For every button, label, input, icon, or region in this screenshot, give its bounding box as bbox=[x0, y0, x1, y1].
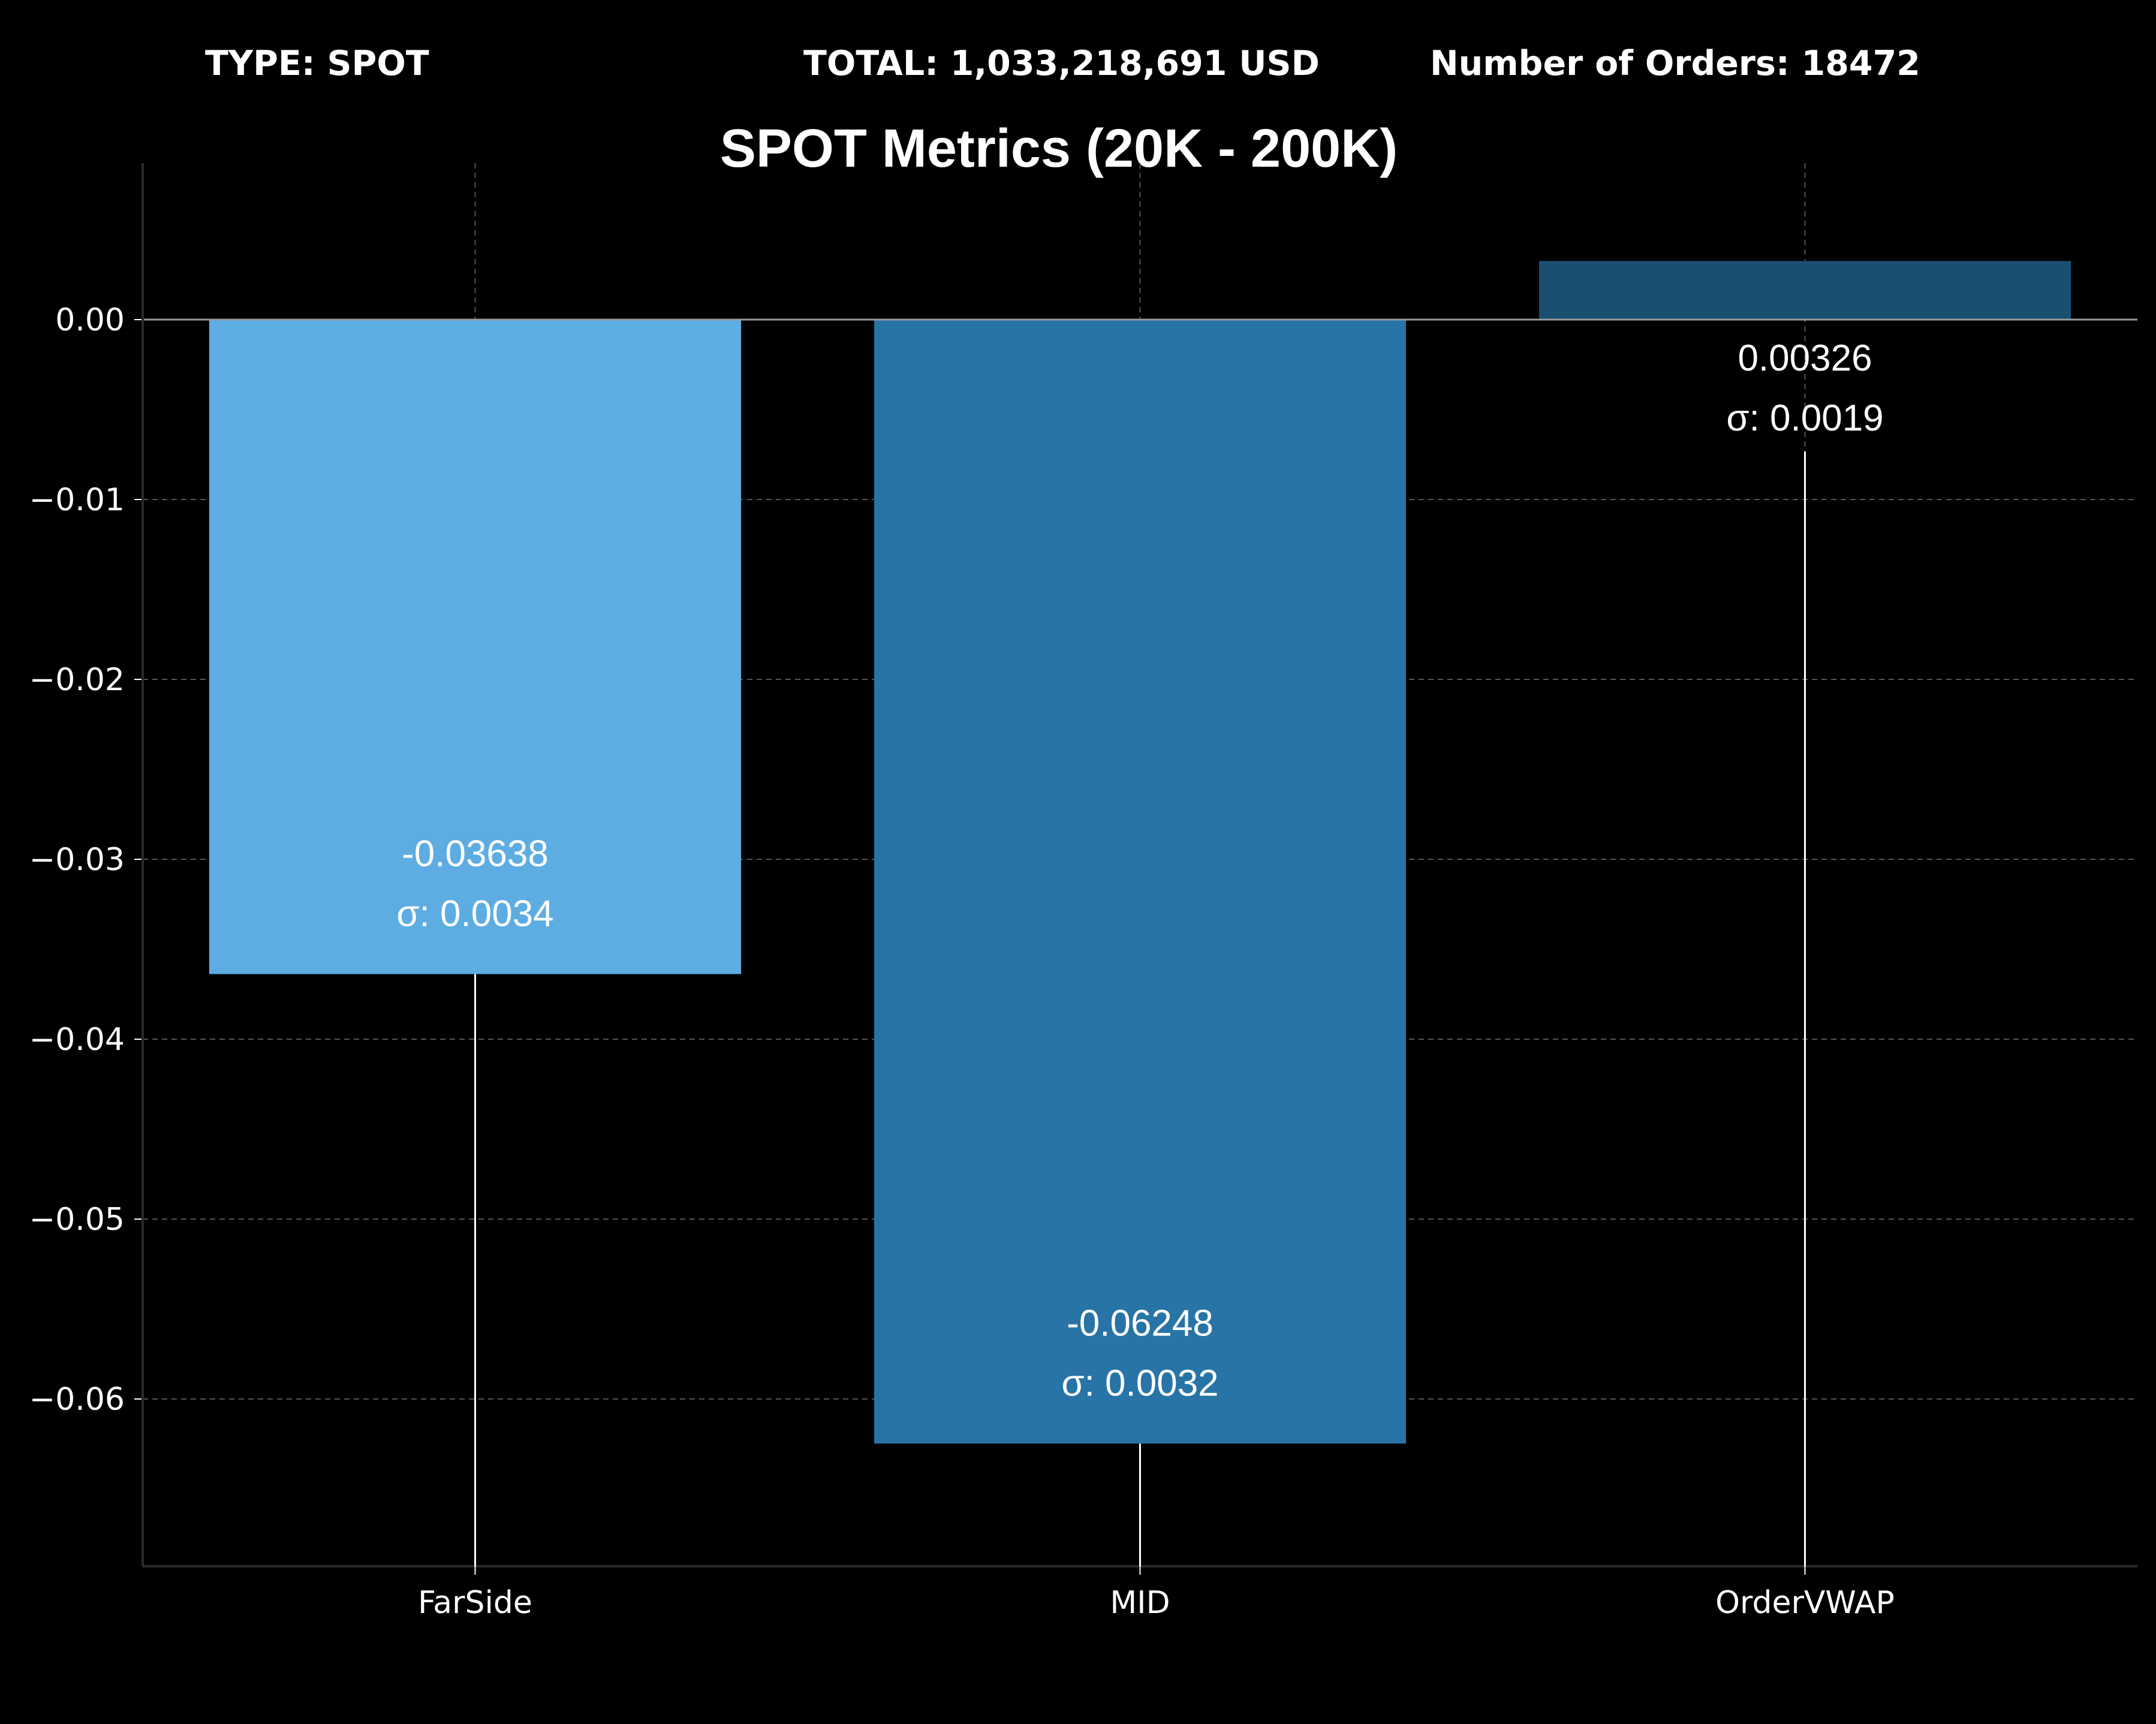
chart-title: SPOT Metrics (20K - 200K) bbox=[720, 119, 1398, 179]
bar-mid bbox=[874, 320, 1407, 1444]
y-tick-label: 0.00 bbox=[55, 302, 125, 338]
error-bars bbox=[474, 452, 1806, 1566]
y-tick-label: −0.04 bbox=[29, 1022, 125, 1058]
std-label: σ: 0.0032 bbox=[1061, 1362, 1218, 1404]
x-tick-label: FarSide bbox=[418, 1585, 532, 1621]
y-tick-label: −0.05 bbox=[29, 1202, 125, 1238]
std-label: σ: 0.0019 bbox=[1726, 398, 1883, 439]
std-label: σ: 0.0034 bbox=[396, 893, 553, 934]
value-label: -0.06248 bbox=[1067, 1302, 1213, 1344]
y-tick-label: −0.02 bbox=[29, 662, 125, 698]
y-tick-label: −0.01 bbox=[29, 482, 125, 518]
bars bbox=[209, 261, 2071, 1444]
header-orders: Number of Orders: 18472 bbox=[1430, 44, 1920, 83]
bar-ordervwap bbox=[1538, 261, 2071, 320]
x-tick-label: OrderVWAP bbox=[1715, 1585, 1895, 1621]
header-type: TYPE: SPOT bbox=[205, 44, 429, 83]
x-tick-label: MID bbox=[1110, 1585, 1170, 1621]
y-tick-label: −0.06 bbox=[29, 1382, 125, 1418]
bar-farside bbox=[209, 320, 742, 974]
y-tick-label: −0.03 bbox=[29, 842, 125, 878]
data-labels: -0.03638 σ: 0.0034 -0.06248 σ: 0.0032 0.0032… bbox=[396, 338, 1883, 1404]
value-label: -0.03638 bbox=[402, 833, 549, 874]
value-label: 0.00326 bbox=[1738, 338, 1872, 379]
header-total: TOTAL: 1,033,218,691 USD bbox=[803, 44, 1320, 83]
